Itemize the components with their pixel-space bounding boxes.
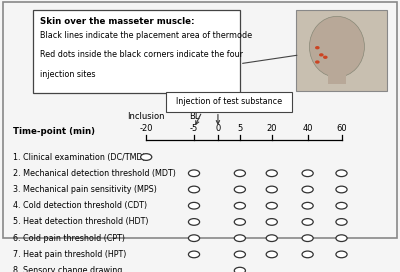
Circle shape: [234, 202, 246, 209]
Circle shape: [234, 186, 246, 193]
Circle shape: [188, 235, 200, 242]
Text: Black lines indicate the placement area of thermode: Black lines indicate the placement area …: [40, 30, 252, 39]
Text: Injection of test substance: Injection of test substance: [176, 97, 282, 106]
Ellipse shape: [310, 16, 364, 77]
Circle shape: [266, 170, 277, 177]
Circle shape: [188, 170, 200, 177]
Circle shape: [302, 235, 313, 242]
Circle shape: [234, 235, 246, 242]
Circle shape: [188, 202, 200, 209]
Circle shape: [188, 251, 200, 258]
Circle shape: [266, 219, 277, 225]
Text: 8. Sensory change drawing: 8. Sensory change drawing: [13, 266, 122, 272]
FancyBboxPatch shape: [328, 64, 346, 84]
Circle shape: [336, 219, 347, 225]
Circle shape: [316, 61, 319, 63]
Circle shape: [234, 251, 246, 258]
Circle shape: [316, 47, 319, 49]
Circle shape: [266, 251, 277, 258]
Text: 4. Cold detection threshold (CDT): 4. Cold detection threshold (CDT): [13, 201, 147, 210]
Circle shape: [302, 186, 313, 193]
Text: Time-point (min): Time-point (min): [13, 127, 95, 136]
Circle shape: [266, 202, 277, 209]
Text: 6. Cold pain threshold (CPT): 6. Cold pain threshold (CPT): [13, 234, 125, 243]
FancyBboxPatch shape: [32, 10, 240, 92]
Circle shape: [302, 202, 313, 209]
Text: -20: -20: [140, 124, 153, 133]
Circle shape: [302, 170, 313, 177]
Circle shape: [266, 186, 277, 193]
Text: 5. Heat detection threshold (HDT): 5. Heat detection threshold (HDT): [13, 217, 148, 227]
Text: BL: BL: [189, 112, 199, 121]
Circle shape: [141, 154, 152, 160]
Circle shape: [302, 251, 313, 258]
Text: 20: 20: [266, 124, 277, 133]
Circle shape: [336, 202, 347, 209]
Circle shape: [324, 56, 327, 58]
Text: 40: 40: [302, 124, 313, 133]
Circle shape: [336, 186, 347, 193]
Text: Inclusion: Inclusion: [128, 112, 165, 121]
Text: 0: 0: [215, 124, 220, 133]
Text: 1. Clinical examination (DC/TMD): 1. Clinical examination (DC/TMD): [13, 153, 146, 162]
FancyBboxPatch shape: [296, 10, 387, 91]
Circle shape: [320, 54, 323, 56]
Circle shape: [266, 235, 277, 242]
Text: Skin over the masseter muscle:: Skin over the masseter muscle:: [40, 17, 194, 26]
Circle shape: [302, 219, 313, 225]
Text: Red dots inside the black corners indicate the four: Red dots inside the black corners indica…: [40, 50, 243, 59]
Text: 3. Mechanical pain sensitivity (MPS): 3. Mechanical pain sensitivity (MPS): [13, 185, 156, 194]
FancyBboxPatch shape: [166, 92, 292, 112]
Text: 5: 5: [237, 124, 242, 133]
Text: 2. Mechanical detection threshold (MDT): 2. Mechanical detection threshold (MDT): [13, 169, 176, 178]
Text: injection sites: injection sites: [40, 70, 95, 79]
Text: 7. Heat pain threshold (HPT): 7. Heat pain threshold (HPT): [13, 250, 126, 259]
Circle shape: [234, 170, 246, 177]
Circle shape: [234, 219, 246, 225]
Circle shape: [336, 170, 347, 177]
Circle shape: [234, 267, 246, 272]
Text: 60: 60: [336, 124, 347, 133]
Circle shape: [336, 235, 347, 242]
Circle shape: [188, 186, 200, 193]
Circle shape: [336, 251, 347, 258]
Text: -5: -5: [190, 124, 198, 133]
Circle shape: [188, 219, 200, 225]
